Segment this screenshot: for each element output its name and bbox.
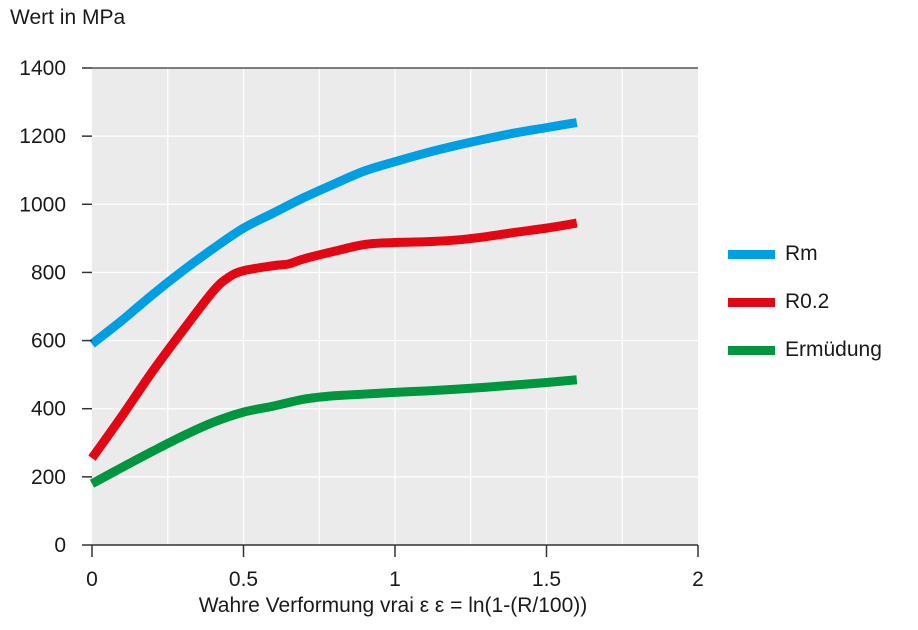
grid-horizontal [92,135,698,478]
grid-vertical [167,68,623,545]
x-tick-label: 0 [86,568,98,591]
legend-item: R0.2 [728,288,882,316]
legend-swatch [728,297,775,307]
legend-item: Rm [728,240,882,268]
x-tick-label: 1 [389,568,401,591]
y-tick-labels: 0 200 400 600 800 1000 1200 1400 [19,57,66,557]
series-layer [88,118,578,488]
y-tick-label: 600 [31,330,66,353]
legend-swatch [728,345,775,355]
y-tick-label: 200 [31,466,66,489]
y-tick-label: 1400 [19,57,66,80]
x-axis-label: Wahre Verformung vrai ε ε = ln(1-(R/100)… [198,594,588,617]
x-tick-label: 0.5 [229,568,258,591]
y-axis-label: Wert in MPa [10,6,126,29]
axis-layer [82,67,699,557]
y-tick-label: 400 [31,398,66,421]
y-tick-label: 0 [54,534,66,557]
legend-label: R0.2 [785,290,830,313]
legend-label: Rm [785,242,818,265]
x-tick-label: 1.5 [532,568,561,591]
legend: Rm R0.2 Ermüdung [728,240,882,384]
y-tick-label: 1200 [19,125,66,148]
series-line-Rm [89,118,578,348]
x-tick-labels: 0 0.5 1 1.5 2 [86,568,704,591]
legend-item: Ermüdung [728,336,882,364]
series-line-R0.2 [88,218,578,461]
series-line-Ermüdung [89,375,578,488]
y-tick-label: 800 [31,261,66,284]
x-tick-label: 2 [692,568,704,591]
legend-label: Ermüdung [785,338,882,361]
y-tick-label: 1000 [19,193,66,216]
legend-swatch [728,249,775,259]
